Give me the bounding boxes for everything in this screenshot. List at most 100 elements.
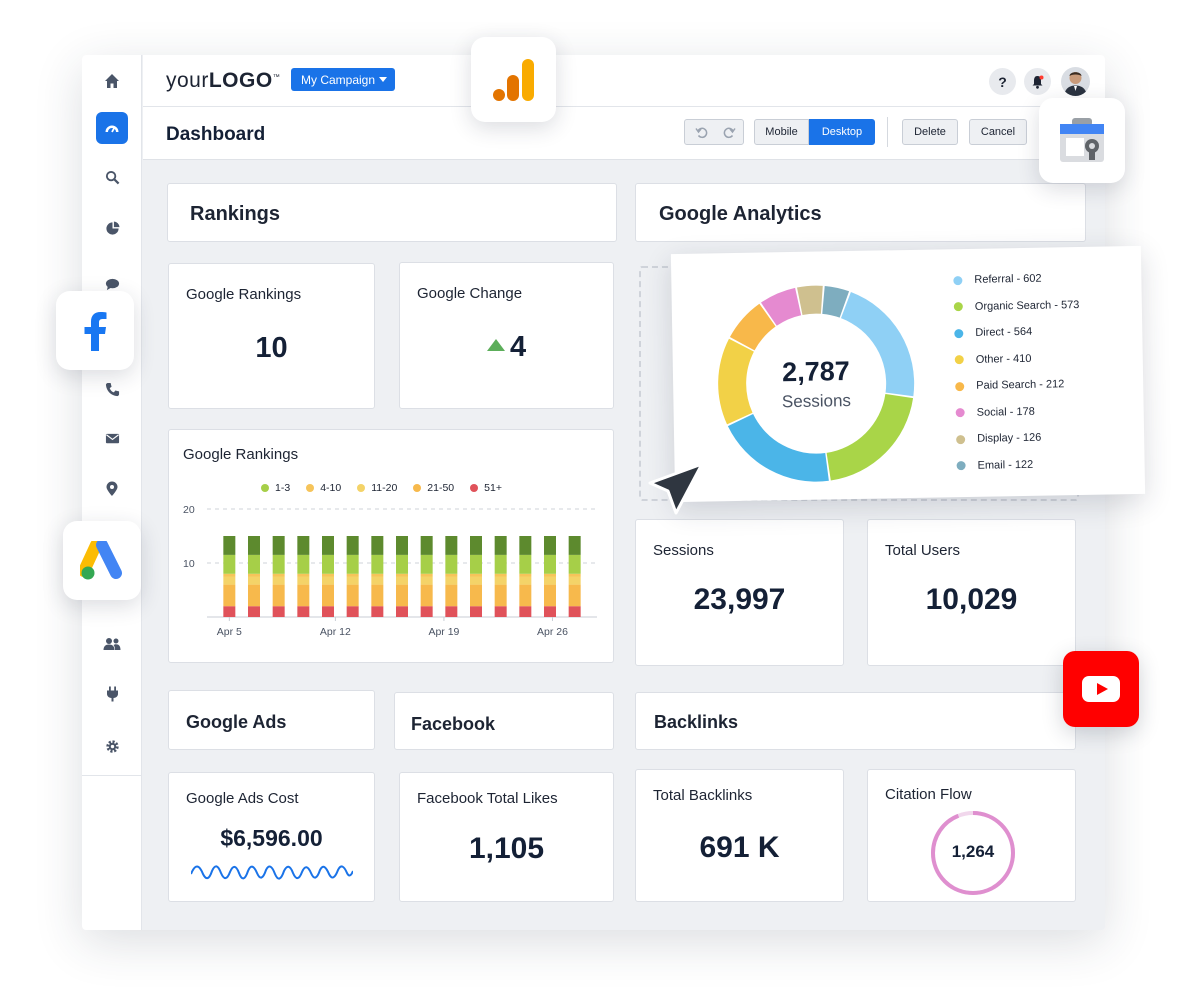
google-search-console-icon: [1039, 98, 1125, 183]
bar-segment: [544, 606, 556, 617]
donut-center-value: 2,787: [781, 356, 850, 388]
kpi-label: Google Rankings: [186, 286, 302, 303]
kpi-value: 23,997: [693, 583, 786, 616]
legend-label: 21-50: [427, 482, 455, 494]
donut-slice[interactable]: [797, 285, 823, 315]
x-tick-label: Apr 12: [320, 626, 351, 638]
donut-slice[interactable]: [729, 303, 776, 351]
donut-legend-item[interactable]: Direct - 564: [954, 326, 1032, 339]
undo-icon[interactable]: [695, 126, 708, 139]
bar-segment: [223, 573, 236, 577]
bar-segment: [470, 573, 482, 577]
legend-label: Organic Search - 573: [974, 298, 1080, 313]
kpi-label: Facebook Total Likes: [417, 790, 558, 807]
desktop-label: Desktop: [821, 126, 863, 138]
donut-slice[interactable]: [717, 338, 755, 425]
bar-segment: [494, 573, 507, 577]
mobile-toggle[interactable]: Mobile: [754, 119, 809, 145]
bar-segment: [519, 584, 532, 607]
mail-icon[interactable]: [96, 422, 128, 454]
pie-chart-icon[interactable]: [96, 212, 128, 244]
campaign-dropdown[interactable]: My Campaign: [291, 68, 395, 91]
bar-segment: [568, 606, 581, 617]
redo-icon[interactable]: [723, 126, 736, 139]
logo: yourLOGO™: [166, 69, 280, 93]
legend-item[interactable]: 21-50: [413, 482, 454, 494]
chat-icon[interactable]: [96, 268, 128, 300]
donut-legend-item[interactable]: Organic Search - 573: [953, 298, 1080, 313]
bar-segment: [420, 584, 433, 607]
bar-segment: [297, 554, 310, 574]
legend-swatch: [306, 484, 315, 492]
phone-icon[interactable]: [96, 373, 128, 405]
bar-segment: [272, 573, 285, 577]
toolbar-divider: [887, 117, 888, 147]
sparkline: [191, 865, 353, 880]
desktop-toggle[interactable]: Desktop: [809, 119, 875, 145]
plug-icon[interactable]: [96, 678, 128, 710]
legend-swatch: [955, 408, 965, 418]
dashboard-icon[interactable]: [96, 112, 128, 144]
users-icon[interactable]: [96, 628, 128, 660]
donut-slice[interactable]: [760, 287, 802, 326]
bar-segment: [494, 576, 507, 585]
backlinks-section-header: Backlinks: [635, 692, 1076, 750]
legend-swatch: [357, 484, 366, 492]
legend-label: Email - 122: [977, 458, 1034, 472]
search-icon[interactable]: [96, 161, 128, 193]
kpi-label: Total Users: [885, 542, 961, 559]
donut-legend-item[interactable]: Referral - 602: [953, 273, 1042, 287]
bar-segment: [568, 573, 581, 577]
bell-icon: [1032, 75, 1044, 89]
bar-segment: [396, 576, 408, 585]
bar-segment: [445, 554, 458, 574]
bar-segment: [346, 536, 359, 555]
bar-segment: [322, 584, 334, 607]
help-button[interactable]: ?: [989, 68, 1016, 95]
donut-slice[interactable]: [822, 285, 850, 318]
bar-segment: [371, 606, 384, 617]
bar-segment: [248, 576, 260, 585]
bar-segment: [346, 573, 359, 577]
home-icon[interactable]: [96, 65, 128, 97]
avatar[interactable]: [1061, 67, 1090, 96]
google-ads-icon: [63, 521, 141, 600]
bar-segment: [297, 573, 310, 577]
donut-legend-item[interactable]: Social - 178: [955, 405, 1035, 418]
location-icon[interactable]: [96, 473, 128, 505]
legend-label: Display - 126: [977, 431, 1042, 445]
bar-segment: [494, 584, 507, 607]
bar-segment: [396, 584, 408, 607]
donut-slice[interactable]: [727, 413, 829, 483]
delete-label: Delete: [914, 126, 946, 138]
facebook-section-header: Facebook: [394, 692, 614, 750]
donut-legend-item[interactable]: Paid Search - 212: [955, 378, 1064, 392]
notifications-button[interactable]: [1024, 68, 1051, 95]
legend-item[interactable]: 1-3: [261, 482, 290, 494]
cancel-label: Cancel: [980, 126, 1016, 138]
chevron-down-icon: [379, 77, 387, 82]
legend-swatch: [261, 484, 269, 492]
y-tick-label: 20: [183, 504, 195, 516]
bar-segment: [396, 536, 408, 555]
bar-segment: [519, 554, 532, 574]
donut-legend-item[interactable]: Email - 122: [956, 458, 1034, 472]
legend-label: Direct - 564: [975, 325, 1033, 339]
gear-icon[interactable]: [96, 730, 128, 762]
rankings-section-header: Rankings: [167, 183, 617, 242]
delete-button[interactable]: Delete: [902, 119, 958, 145]
donut-slice[interactable]: [826, 393, 915, 481]
legend-item[interactable]: 11-20: [357, 482, 397, 494]
legend-item[interactable]: 51+: [470, 482, 502, 494]
donut-legend-item[interactable]: Other - 410: [954, 352, 1031, 365]
legend-item[interactable]: 4-10: [306, 482, 341, 494]
bar-segment: [519, 573, 532, 577]
donut-legend-item[interactable]: Display - 126: [956, 432, 1041, 445]
kpi-value: 10: [255, 332, 288, 364]
dashboard-toolbar: Dashboard Mobile Desktop Delete Cancel: [143, 107, 1105, 160]
bar-segment: [470, 536, 482, 555]
donut-slice[interactable]: [840, 291, 915, 398]
help-label: ?: [998, 73, 1007, 90]
cancel-button[interactable]: Cancel: [969, 119, 1027, 145]
bar-segment: [272, 536, 285, 555]
